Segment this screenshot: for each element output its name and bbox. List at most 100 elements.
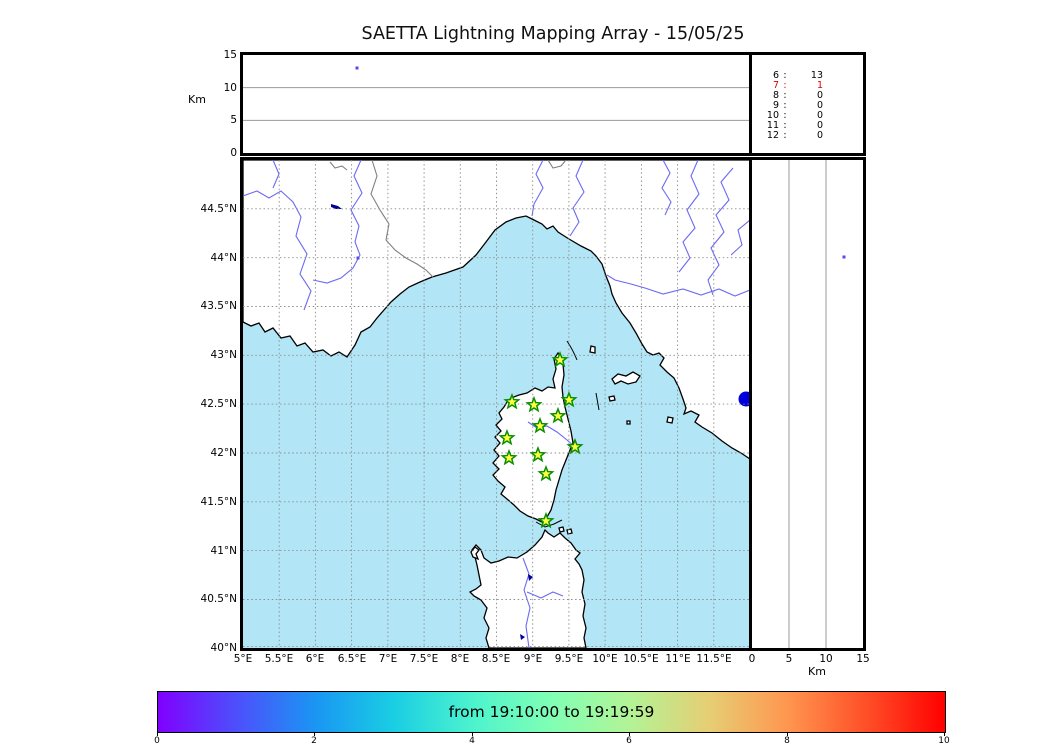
- top-panel-ytick: 5: [230, 114, 237, 126]
- right-panel-xtick: 15: [856, 653, 870, 665]
- lake-sardinia-1: [528, 574, 533, 581]
- stats-row: 8: 0: [762, 91, 823, 101]
- land-masses: [243, 160, 750, 648]
- lightning-source-dots: [356, 256, 360, 260]
- page-title: SAETTA Lightning Mapping Array - 15/05/2…: [361, 24, 745, 44]
- colorbar-tick-mark: [787, 732, 788, 736]
- altitude-lat-panel: [749, 157, 866, 651]
- map-lat-tick: 42°N: [210, 447, 237, 459]
- right-panel-xtick: 0: [748, 653, 756, 665]
- colorbar-tick-mark: [314, 732, 315, 736]
- map-lat-tick: 41°N: [210, 545, 237, 557]
- stats-colon: :: [783, 90, 787, 101]
- top-panel-ytick: 10: [223, 82, 237, 94]
- island-pianosa: [608, 395, 616, 402]
- colorbar-tick: 4: [469, 736, 475, 746]
- map-lon-tick: 5°E: [233, 653, 253, 665]
- colorbar-tick: 8: [784, 736, 790, 746]
- lma-station-star: [551, 350, 569, 368]
- map-lon-tick: 11°E: [665, 653, 691, 665]
- colorbar-tick: 2: [311, 736, 317, 746]
- altitude-time-panel: [240, 52, 753, 156]
- colorbar-tick-mark: [157, 732, 158, 736]
- stats-station-count: 7: [772, 80, 779, 91]
- lma-station-star: [525, 395, 543, 413]
- colorbar-tick: 6: [626, 736, 632, 746]
- map-lon-tick: 10.5°E: [623, 653, 659, 665]
- island-corsica: [492, 351, 574, 524]
- map-lon-tick: 7.5°E: [409, 653, 439, 665]
- lma-station-star: [503, 392, 521, 410]
- map-gridlines: [243, 160, 750, 648]
- map-lat-tick: 42.5°N: [200, 398, 237, 410]
- map-lat-tick: 41.5°N: [200, 496, 237, 508]
- map-lat-tick: 44°N: [210, 252, 237, 264]
- map-lon-tick: 9°E: [523, 653, 543, 665]
- stats-row: 11: 0: [762, 121, 823, 131]
- stats-colon: :: [783, 100, 787, 111]
- map-lat-tick: 40°N: [210, 642, 237, 654]
- lma-station-star: [531, 416, 549, 434]
- right-panel-xlabel: Km: [808, 665, 826, 678]
- stats-source-count: 0: [816, 90, 823, 101]
- stats-colon: :: [783, 70, 787, 81]
- lake-serre-poncon: [331, 204, 342, 209]
- stats-station-count: 9: [772, 100, 779, 111]
- lma-station-star: [500, 448, 518, 466]
- stats-row: 7: 1: [762, 81, 823, 91]
- river: [526, 591, 564, 599]
- stats-source-count: 0: [816, 120, 823, 131]
- lma-station-star: [498, 428, 516, 446]
- stats-row: 10: 0: [762, 111, 823, 121]
- colorbar: from 19:10:00 to 19:19:59: [157, 691, 946, 733]
- station-stats-panel: 6: 13 7: 1 8: 0 9: 0 10: 0 11: 0 12: 0: [749, 52, 866, 156]
- stats-station-count: 10: [766, 110, 779, 121]
- map-lon-tick: 6.5°E: [337, 653, 367, 665]
- colorbar-tick: 0: [154, 736, 160, 746]
- map-lat-tick: 40.5°N: [200, 593, 237, 605]
- river: [312, 160, 363, 284]
- lma-station-star: [566, 437, 584, 455]
- lma-station-markers: [498, 350, 584, 529]
- map-lon-tick: 8.5°E: [481, 653, 511, 665]
- stats-colon: :: [783, 110, 787, 121]
- colorbar-tick-mark: [944, 732, 945, 736]
- lma-station-star: [529, 445, 547, 463]
- lake-sardinia-2: [520, 634, 525, 640]
- map-lon-tick: 11.5°E: [696, 653, 732, 665]
- map-panel: [240, 157, 753, 651]
- island-giglio: [666, 416, 674, 424]
- island-sardinia: [468, 528, 587, 648]
- stats-station-count: 12: [766, 130, 779, 141]
- island-montecristo: [626, 420, 631, 425]
- river: [243, 190, 312, 311]
- map-lat-tick: 43°N: [210, 349, 237, 361]
- map-plot: [243, 160, 750, 648]
- island-elba: [611, 371, 641, 385]
- lma-station-star: [537, 464, 555, 482]
- island-capraia: [589, 345, 596, 354]
- coastline-mainland: [243, 160, 750, 460]
- island-maddalena-2: [566, 528, 573, 535]
- stats-station-count: 6: [772, 70, 779, 81]
- right-panel-xtick: 10: [819, 653, 833, 665]
- river-golo: [527, 421, 575, 447]
- border-france-italy: [370, 160, 434, 278]
- station-stats-rows: 6: 13 7: 1 8: 0 9: 0 10: 0 11: 0 12: 0: [762, 71, 823, 141]
- colorbar-tick-mark: [629, 732, 630, 736]
- map-lon-tick: 8°E: [450, 653, 470, 665]
- island-asinara: [470, 546, 480, 561]
- border-fragment: [547, 160, 567, 169]
- stats-source-count: 0: [816, 100, 823, 111]
- lake-bolsena: [738, 391, 750, 407]
- coast-fragment-east: [595, 392, 600, 411]
- country-borders: [329, 160, 567, 278]
- colorbar-label: from 19:10:00 to 19:19:59: [448, 703, 655, 721]
- right-panel-xtick: 5: [785, 653, 793, 665]
- map-lon-tick: 10°E: [592, 653, 618, 665]
- lma-station-star: [560, 390, 578, 408]
- stats-colon: :: [783, 80, 787, 91]
- river: [272, 160, 280, 189]
- river: [522, 557, 531, 648]
- map-lat-tick: 43.5°N: [200, 300, 237, 312]
